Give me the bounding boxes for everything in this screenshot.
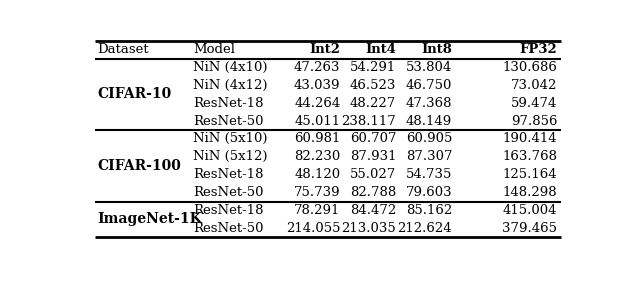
Text: 45.011: 45.011	[294, 114, 340, 128]
Text: Int4: Int4	[365, 43, 396, 56]
Text: FP32: FP32	[520, 43, 557, 56]
Text: 214.055: 214.055	[286, 222, 340, 235]
Text: 379.465: 379.465	[502, 222, 557, 235]
Text: 53.804: 53.804	[406, 61, 452, 74]
Text: 130.686: 130.686	[502, 61, 557, 74]
Text: 60.707: 60.707	[350, 132, 396, 145]
Text: ResNet-50: ResNet-50	[193, 114, 264, 128]
Text: 163.768: 163.768	[502, 150, 557, 163]
Text: 82.230: 82.230	[294, 150, 340, 163]
Text: 85.162: 85.162	[406, 204, 452, 217]
Text: 47.263: 47.263	[294, 61, 340, 74]
Text: 54.291: 54.291	[350, 61, 396, 74]
Text: 415.004: 415.004	[502, 204, 557, 217]
Text: ResNet-18: ResNet-18	[193, 204, 264, 217]
Text: ResNet-18: ResNet-18	[193, 97, 264, 110]
Text: NiN (5x12): NiN (5x12)	[193, 150, 268, 163]
Text: 48.120: 48.120	[294, 168, 340, 181]
Text: ResNet-50: ResNet-50	[193, 222, 264, 235]
Text: 44.264: 44.264	[294, 97, 340, 110]
Text: 59.474: 59.474	[511, 97, 557, 110]
Text: 46.523: 46.523	[350, 79, 396, 92]
Text: Int8: Int8	[421, 43, 452, 56]
Text: NiN (5x10): NiN (5x10)	[193, 132, 268, 145]
Text: 55.027: 55.027	[350, 168, 396, 181]
Text: 212.624: 212.624	[397, 222, 452, 235]
Text: 82.788: 82.788	[350, 186, 396, 199]
Text: 60.905: 60.905	[406, 132, 452, 145]
Text: 73.042: 73.042	[511, 79, 557, 92]
Text: ResNet-18: ResNet-18	[193, 168, 264, 181]
Text: ResNet-50: ResNet-50	[193, 186, 264, 199]
Text: 47.368: 47.368	[406, 97, 452, 110]
Text: ImageNet-1K: ImageNet-1K	[97, 212, 202, 226]
Text: 75.739: 75.739	[294, 186, 340, 199]
Text: 48.227: 48.227	[350, 97, 396, 110]
Text: 148.298: 148.298	[502, 186, 557, 199]
Text: Model: Model	[193, 43, 235, 56]
Text: NiN (4x10): NiN (4x10)	[193, 61, 268, 74]
Text: 46.750: 46.750	[406, 79, 452, 92]
Text: 97.856: 97.856	[511, 114, 557, 128]
Text: 48.149: 48.149	[406, 114, 452, 128]
Text: Dataset: Dataset	[97, 43, 149, 56]
Text: 87.931: 87.931	[350, 150, 396, 163]
Text: 54.735: 54.735	[406, 168, 452, 181]
Text: 79.603: 79.603	[406, 186, 452, 199]
Text: NiN (4x12): NiN (4x12)	[193, 79, 268, 92]
Text: 60.981: 60.981	[294, 132, 340, 145]
Text: Int2: Int2	[309, 43, 340, 56]
Text: 87.307: 87.307	[406, 150, 452, 163]
Text: 125.164: 125.164	[502, 168, 557, 181]
Text: CIFAR-100: CIFAR-100	[97, 159, 181, 173]
Text: 238.117: 238.117	[342, 114, 396, 128]
Text: 213.035: 213.035	[342, 222, 396, 235]
Text: 78.291: 78.291	[294, 204, 340, 217]
Text: 43.039: 43.039	[294, 79, 340, 92]
Text: 84.472: 84.472	[350, 204, 396, 217]
Text: 190.414: 190.414	[502, 132, 557, 145]
Text: CIFAR-10: CIFAR-10	[97, 87, 172, 101]
